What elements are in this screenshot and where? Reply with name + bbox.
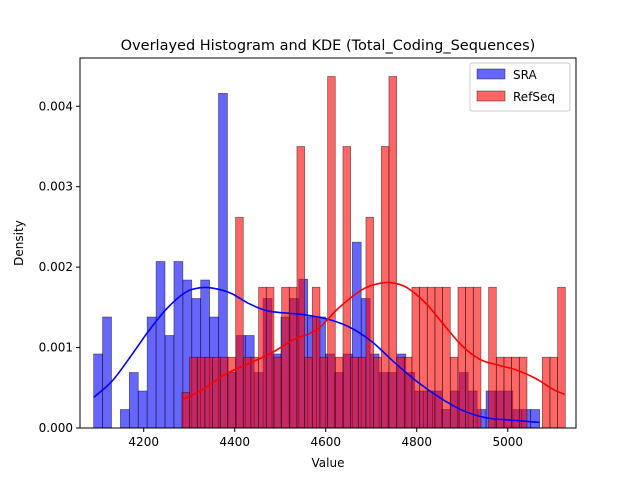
refseq-bar — [518, 356, 528, 429]
axes-frame — [79, 57, 577, 429]
refseq-bar — [488, 286, 497, 429]
sra-bar — [164, 335, 175, 429]
y-tick-label: 0.003 — [39, 180, 73, 194]
refseq-bar — [511, 356, 520, 429]
y-axis-label: Density — [12, 220, 26, 266]
refseq-bar — [219, 356, 229, 429]
refseq-bar — [319, 356, 328, 429]
refseq-bar — [204, 356, 213, 429]
refseq-bar — [373, 356, 382, 429]
refseq-bar — [411, 286, 420, 429]
sra-bar — [102, 316, 112, 429]
refseq-bar — [457, 286, 466, 429]
x-axis: 4200 4400 4600 4800 5000 — [128, 428, 523, 449]
kde-lines — [93, 281, 565, 424]
sra-bar — [173, 261, 184, 429]
refseq-bar — [273, 356, 282, 429]
refseq-bar — [380, 146, 390, 429]
legend-label-refseq: RefSeq — [513, 90, 555, 104]
refseq-bar — [250, 356, 259, 429]
refseq-bar — [557, 286, 566, 429]
refseq-bar — [350, 356, 359, 429]
refseq-bar — [281, 286, 290, 429]
legend: SRA RefSeq — [469, 62, 571, 112]
refseq-bar — [311, 286, 321, 429]
y-tick-label: 0.000 — [39, 421, 73, 435]
refseq-bar — [541, 356, 551, 429]
refseq-bar — [465, 286, 474, 429]
refseq-bar — [296, 146, 305, 429]
refseq-bar — [288, 286, 298, 429]
y-axis: 0.000 0.001 0.002 0.003 0.004 — [39, 99, 80, 435]
refseq-kde-line — [182, 281, 565, 401]
legend-swatch-sra — [476, 68, 506, 80]
refseq-bar — [449, 356, 459, 429]
refseq-bar — [327, 76, 336, 429]
refseq-bar — [434, 286, 443, 429]
refseq-bar — [212, 356, 221, 429]
refseq-bar — [334, 356, 344, 429]
refseq-bar — [549, 356, 558, 429]
refseq-bar — [235, 216, 244, 429]
refseq-bar — [419, 286, 428, 429]
plot-area — [93, 76, 566, 429]
sra-bar — [146, 316, 157, 429]
y-tick-label: 0.004 — [39, 99, 73, 113]
refseq-bar — [265, 286, 275, 429]
legend-label-sra: SRA — [513, 68, 537, 82]
x-tick-label: 5000 — [492, 435, 523, 449]
refseq-bar — [304, 356, 313, 429]
sra-bar — [155, 261, 166, 429]
x-tick-label: 4800 — [401, 435, 432, 449]
refseq-bar — [442, 286, 451, 429]
sra-bar — [128, 372, 139, 429]
refseq-bar — [403, 356, 413, 429]
refseq-bar — [495, 356, 505, 429]
x-tick-label: 4200 — [128, 435, 159, 449]
y-tick-label: 0.001 — [39, 341, 73, 355]
legend-swatch-refseq — [476, 90, 506, 102]
refseq-bar — [365, 216, 374, 429]
refseq-bar — [227, 356, 236, 429]
refseq-bar — [357, 356, 367, 429]
sra-bar — [137, 390, 148, 429]
x-tick-label: 4400 — [219, 435, 250, 449]
chart-title: Overlayed Histogram and KDE (Total_Codin… — [121, 38, 536, 54]
refseq-bar — [342, 146, 351, 429]
x-tick-label: 4600 — [310, 435, 341, 449]
refseq-bar — [242, 356, 252, 429]
y-tick-label: 0.002 — [39, 260, 73, 274]
sra-bar — [120, 409, 130, 429]
refseq-bars — [181, 76, 566, 429]
sra-bar — [530, 409, 540, 429]
refseq-bar — [388, 76, 397, 429]
sra-kde-line — [93, 286, 540, 424]
x-axis-label: Value — [312, 456, 345, 470]
